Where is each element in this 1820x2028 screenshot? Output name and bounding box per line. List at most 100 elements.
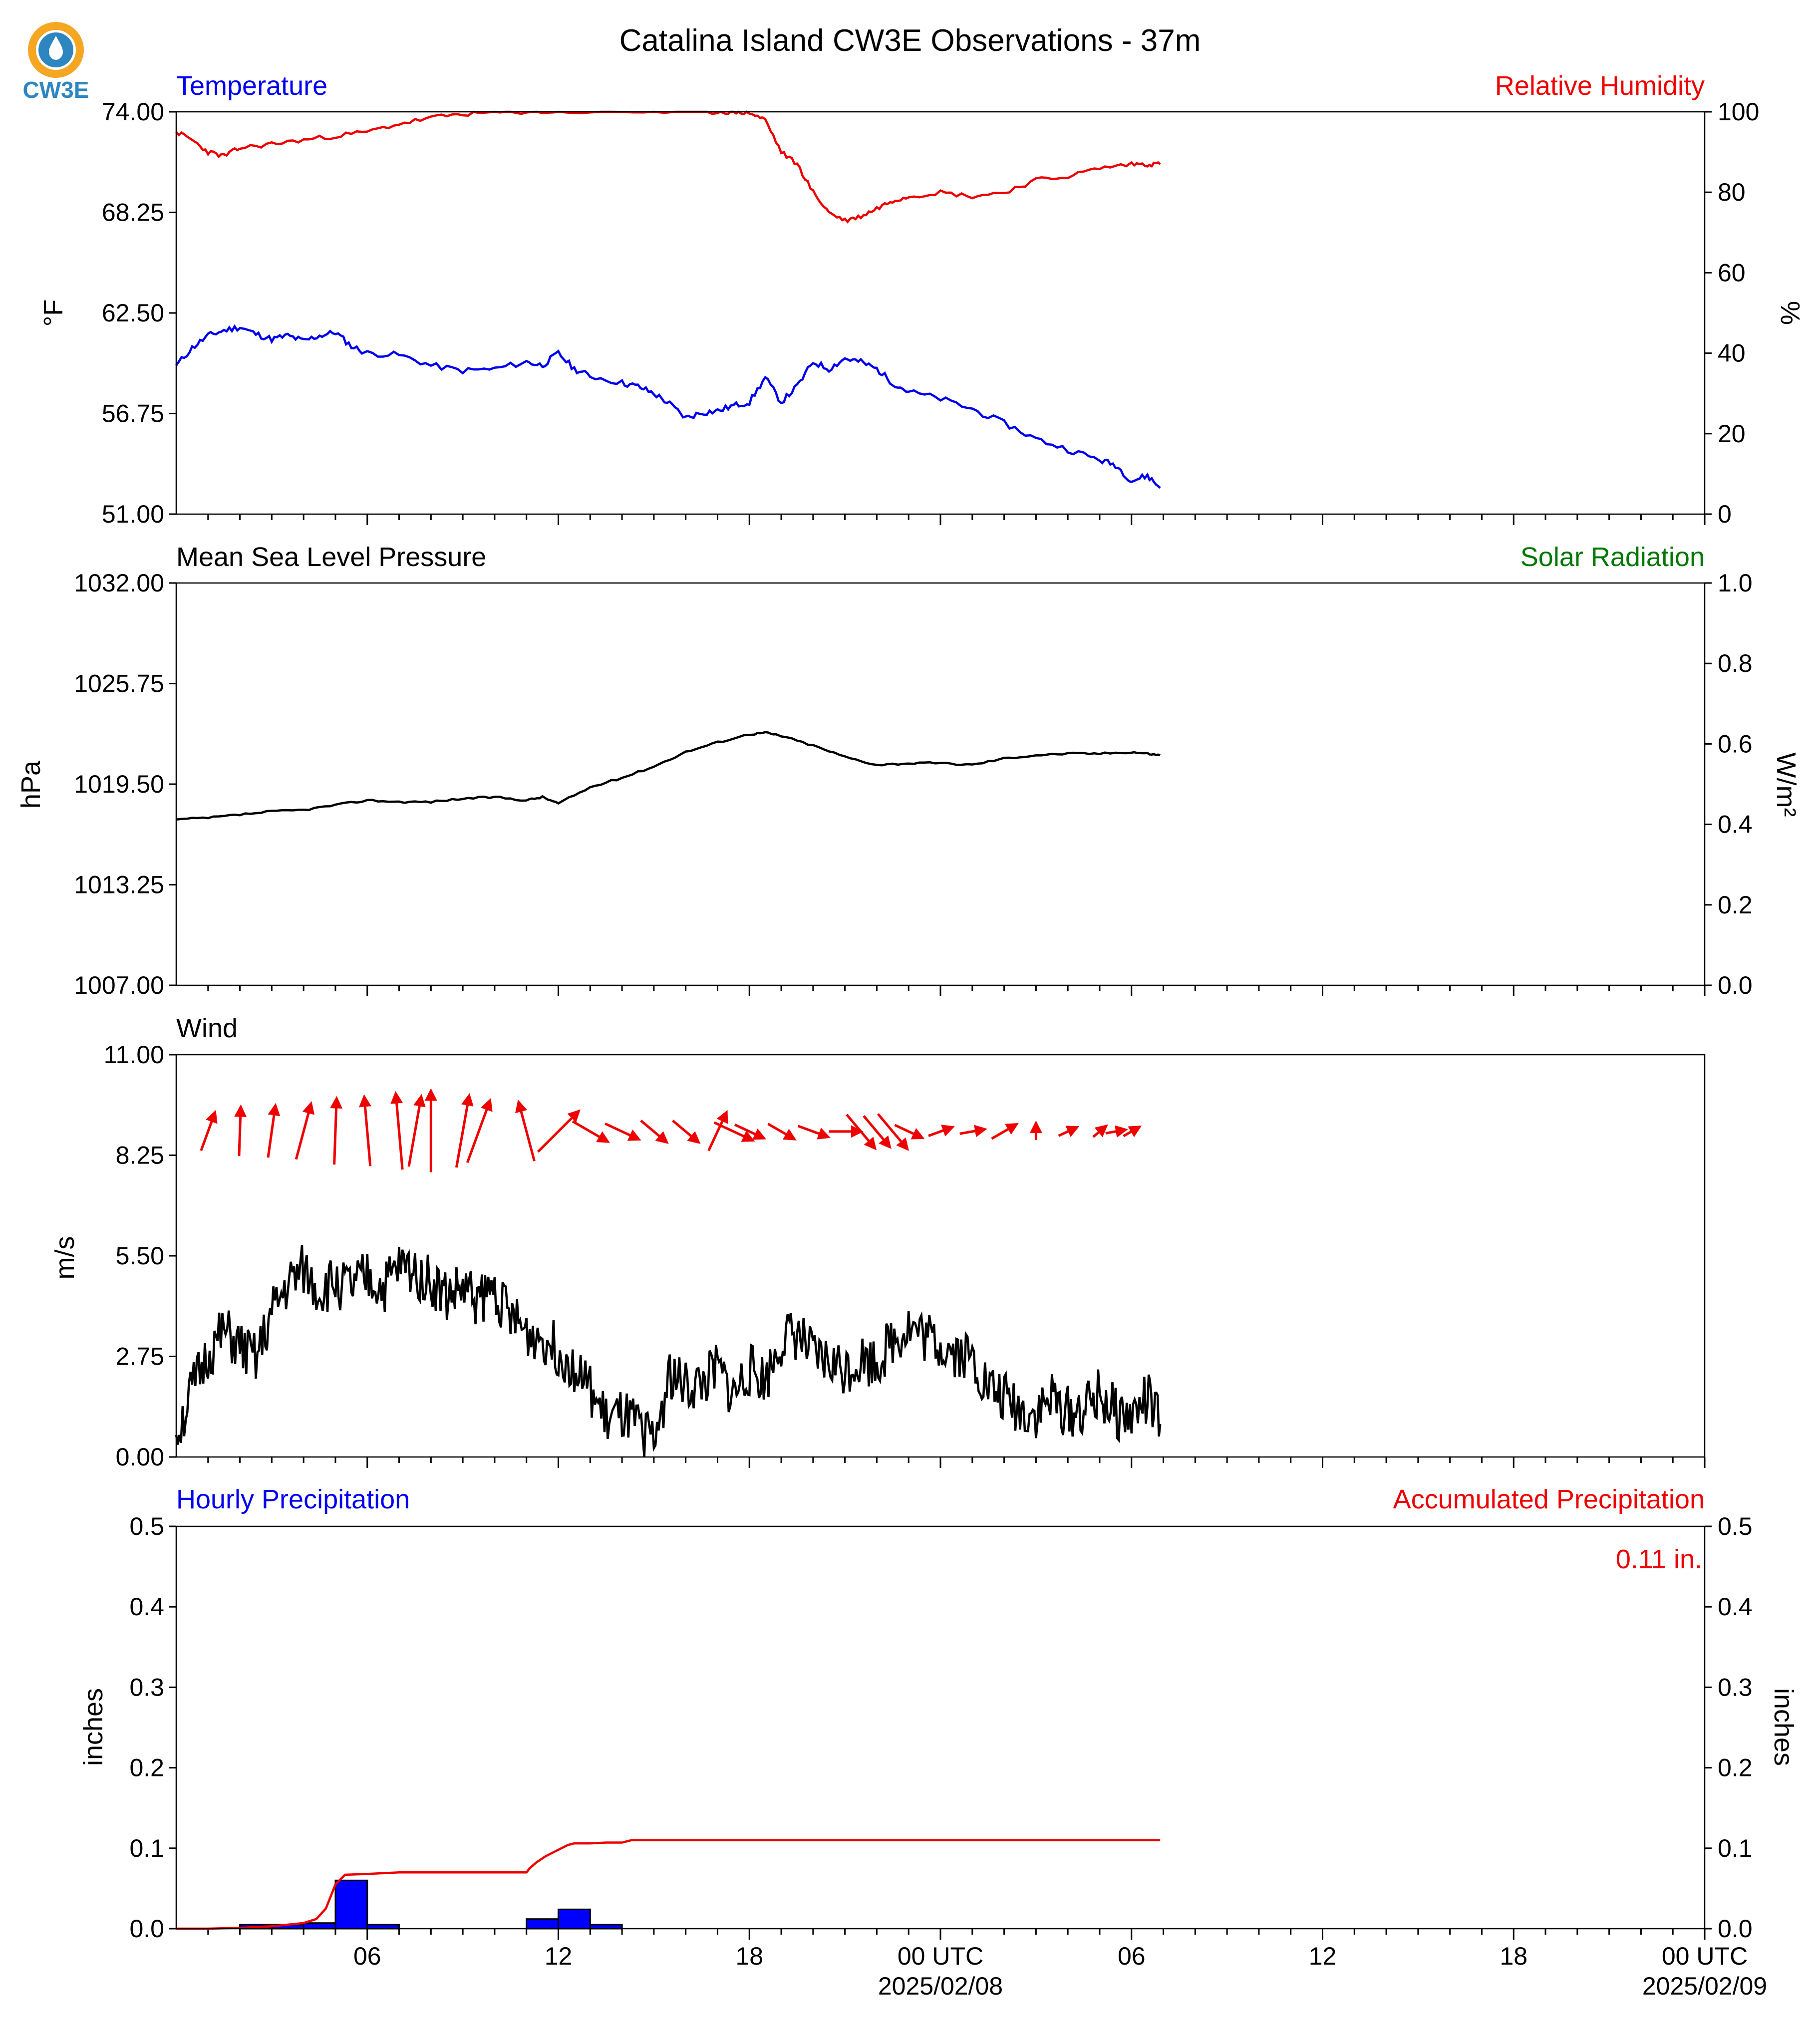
wind-arrow	[846, 1114, 877, 1151]
wind-arrow	[200, 1110, 218, 1152]
y-tick-label: 0.2	[1718, 891, 1753, 919]
cw3e-logo: CW3E	[23, 22, 89, 103]
y-tick-label: 60	[1718, 259, 1746, 287]
logo-text: CW3E	[23, 77, 89, 103]
y-tick-label: 80	[1718, 178, 1746, 206]
y-tick-label: 0.2	[1718, 1754, 1753, 1782]
y-tick-label: 0.00	[116, 1443, 164, 1471]
y-tick-label: 0.1	[129, 1834, 164, 1862]
wind-legend-label: Wind	[176, 1013, 238, 1043]
left-y-ticks: 1007.00 1013.25 1019.50 1025.75 1032.00	[74, 569, 176, 999]
x-tick-label: 00 UTC	[1662, 1942, 1748, 1970]
x-date-label: 2025/02/08	[878, 1972, 1003, 2000]
y-tick-label: 1013.25	[74, 871, 164, 899]
y-tick-label: 1032.00	[74, 569, 164, 597]
wind-arrow	[767, 1123, 797, 1141]
accum-precip-axis-title: inches	[1769, 1688, 1799, 1766]
x-tick-label: 00 UTC	[898, 1942, 983, 1970]
wind-arrow	[671, 1120, 701, 1144]
wind-speed-line	[175, 1245, 1162, 1457]
y-tick-label: 0.5	[129, 1512, 164, 1540]
humidity-axis-title: %	[1775, 301, 1805, 325]
wind-axis-title: m/s	[50, 1236, 80, 1280]
plot-frame	[175, 111, 1706, 515]
y-tick-label: 0.0	[129, 1915, 164, 1943]
right-y-ticks: 0.0 0.1 0.2 0.3 0.4 0.5	[1705, 1512, 1753, 1943]
wind-arrow	[466, 1098, 493, 1163]
wind-arrow	[959, 1125, 987, 1138]
right-y-ticks: 0.0 0.2 0.4 0.6 0.8 1.0	[1705, 569, 1753, 999]
wind-arrow	[605, 1122, 641, 1141]
y-tick-label: 0.4	[1718, 811, 1753, 839]
x-tick-label: 18	[1500, 1942, 1527, 1970]
temperature-legend-label: Temperature	[176, 71, 327, 101]
pressure-legend-label: Mean Sea Level Pressure	[176, 542, 486, 572]
temperature-axis-title: °F	[38, 299, 68, 327]
precip-bar	[303, 1922, 336, 1930]
x-ticks	[207, 1457, 1706, 1468]
y-tick-label: 11.00	[104, 1041, 164, 1069]
precip-bar	[334, 1879, 368, 1930]
panel-precipitation: Hourly Precipitation Accumulated Precipi…	[78, 1484, 1799, 2000]
pressure-line	[176, 731, 1161, 821]
wind-arrow	[928, 1125, 955, 1137]
y-tick-label: 40	[1718, 339, 1746, 367]
wind-arrow	[713, 1121, 755, 1142]
temperature-line	[175, 324, 1161, 489]
wind-arrow	[295, 1101, 315, 1160]
wind-arrow	[1123, 1125, 1142, 1138]
figure-title: Catalina Island CW3E Observations - 37m	[619, 23, 1201, 58]
wind-arrow	[407, 1094, 426, 1167]
wind-arrow	[358, 1094, 372, 1166]
y-tick-label: 74.00	[102, 98, 164, 126]
y-tick-label: 0	[1718, 500, 1732, 528]
solar-legend-label: Solar Radiation	[1520, 542, 1705, 572]
y-tick-label: 1019.50	[74, 770, 164, 798]
precip-bar	[558, 1908, 591, 1930]
humidity-line	[175, 110, 1161, 224]
wind-arrow	[390, 1091, 404, 1170]
y-tick-label: 0.6	[1718, 730, 1753, 758]
plot-frame	[175, 582, 1706, 986]
left-y-ticks: 0.0 0.1 0.2 0.3 0.4 0.5	[129, 1512, 176, 1943]
wind-arrow	[797, 1125, 831, 1140]
left-y-ticks: 51.00 56.75 62.50 68.25 74.00	[102, 98, 176, 528]
logo-ring	[28, 22, 84, 78]
accum-precip-legend-label: Accumulated Precipitation	[1393, 1484, 1705, 1514]
pressure-axis-title: hPa	[16, 760, 46, 809]
wind-arrow	[707, 1110, 728, 1152]
y-tick-label: 0.3	[129, 1673, 164, 1701]
accum-total-annotation: 0.11 in.	[1616, 1544, 1702, 1574]
wind-arrow	[572, 1120, 610, 1143]
y-tick-label: 0.3	[1718, 1673, 1753, 1701]
wind-direction-arrows	[200, 1088, 1142, 1172]
x-tick-label: 18	[735, 1942, 763, 1970]
y-tick-label: 62.50	[102, 299, 164, 327]
precip-bar	[526, 1918, 559, 1930]
hourly-precip-axis-title: inches	[78, 1688, 108, 1766]
y-tick-label: 0.1	[1718, 1834, 1753, 1862]
y-tick-label: 0.2	[129, 1754, 164, 1782]
wind-arrow	[894, 1124, 925, 1140]
x-date-label: 2025/02/09	[1642, 1972, 1767, 2000]
y-tick-label: 8.25	[116, 1142, 164, 1169]
y-tick-label: 1025.75	[74, 670, 164, 698]
y-tick-label: 0.0	[1718, 1915, 1753, 1943]
y-tick-label: 0.4	[1718, 1593, 1753, 1621]
wind-arrow	[991, 1123, 1019, 1140]
wind-arrow	[537, 1109, 581, 1153]
y-tick-label: 20	[1718, 420, 1746, 448]
wind-arrow	[877, 1113, 910, 1151]
wind-arrow	[234, 1104, 247, 1157]
wind-arrow	[1092, 1124, 1108, 1138]
x-tick-label: 12	[1309, 1942, 1337, 1970]
y-tick-label: 56.75	[102, 400, 164, 428]
accum-precip-line	[176, 1839, 1161, 1930]
y-tick-label: 0.5	[1718, 1512, 1753, 1540]
wind-arrow	[455, 1093, 474, 1168]
wind-arrow	[267, 1103, 281, 1158]
x-tick-label: 12	[545, 1942, 573, 1970]
y-tick-label: 1.0	[1718, 569, 1753, 597]
solar-axis-title: W/m²	[1771, 753, 1801, 817]
